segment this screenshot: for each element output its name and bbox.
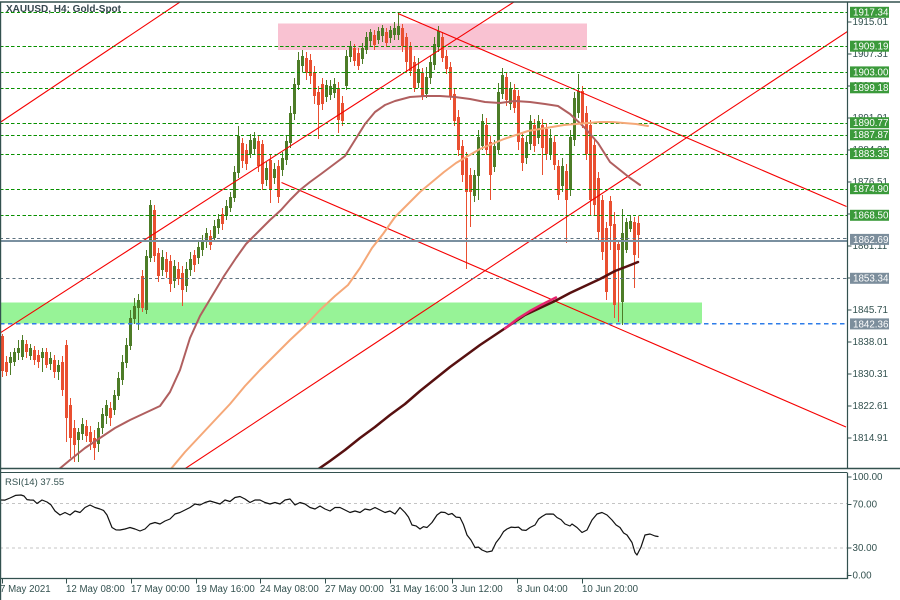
svg-text:1861.11: 1861.11: [853, 241, 888, 252]
svg-text:24 May 08:00: 24 May 08:00: [260, 584, 319, 595]
svg-text:100.00: 100.00: [853, 472, 884, 483]
svg-text:1862.69: 1862.69: [853, 235, 888, 246]
svg-text:31 May 16:00: 31 May 16:00: [390, 584, 449, 595]
svg-text:70.00: 70.00: [853, 500, 878, 511]
svg-text:1903.00: 1903.00: [853, 67, 889, 78]
svg-text:3 Jun 12:00: 3 Jun 12:00: [452, 584, 503, 595]
svg-text:1917.34: 1917.34: [853, 8, 889, 19]
svg-text:1874.90: 1874.90: [853, 184, 889, 195]
svg-text:7 May 2021: 7 May 2021: [0, 584, 51, 595]
svg-text:8 Jun 04:00: 8 Jun 04:00: [517, 584, 568, 595]
svg-text:1814.91: 1814.91: [853, 433, 888, 444]
svg-text:0.00: 0.00: [853, 571, 873, 582]
svg-text:1890.77: 1890.77: [853, 118, 888, 129]
svg-text:1883.35: 1883.35: [853, 149, 889, 160]
svg-text:1899.18: 1899.18: [853, 83, 889, 94]
svg-text:1876.51: 1876.51: [853, 177, 888, 188]
svg-text:1853.34: 1853.34: [853, 274, 889, 285]
svg-text:RSI(14) 37.55: RSI(14) 37.55: [5, 477, 64, 488]
svg-text:17 May 00:00: 17 May 00:00: [131, 584, 190, 595]
svg-text:12 May 08:00: 12 May 08:00: [66, 584, 125, 595]
svg-text:1887.87: 1887.87: [853, 130, 888, 141]
svg-text:1845.71: 1845.71: [853, 305, 888, 316]
svg-text:1909.19: 1909.19: [853, 42, 888, 53]
svg-text:1830.31: 1830.31: [853, 369, 888, 380]
svg-text:XAUUSD, H4: Gold-Spot: XAUUSD, H4: Gold-Spot: [6, 4, 122, 15]
svg-text:27 May 00:00: 27 May 00:00: [325, 584, 384, 595]
svg-text:1838.01: 1838.01: [853, 337, 888, 348]
svg-text:1907.31: 1907.31: [853, 49, 888, 60]
svg-text:30.00: 30.00: [853, 543, 878, 554]
svg-text:19 May 16:00: 19 May 16:00: [196, 584, 255, 595]
svg-text:1868.50: 1868.50: [853, 211, 889, 222]
svg-text:1842.36: 1842.36: [853, 319, 889, 330]
svg-text:1915.01: 1915.01: [853, 17, 888, 28]
svg-text:10 Jun 20:00: 10 Jun 20:00: [582, 584, 639, 595]
svg-text:1822.61: 1822.61: [853, 401, 888, 412]
